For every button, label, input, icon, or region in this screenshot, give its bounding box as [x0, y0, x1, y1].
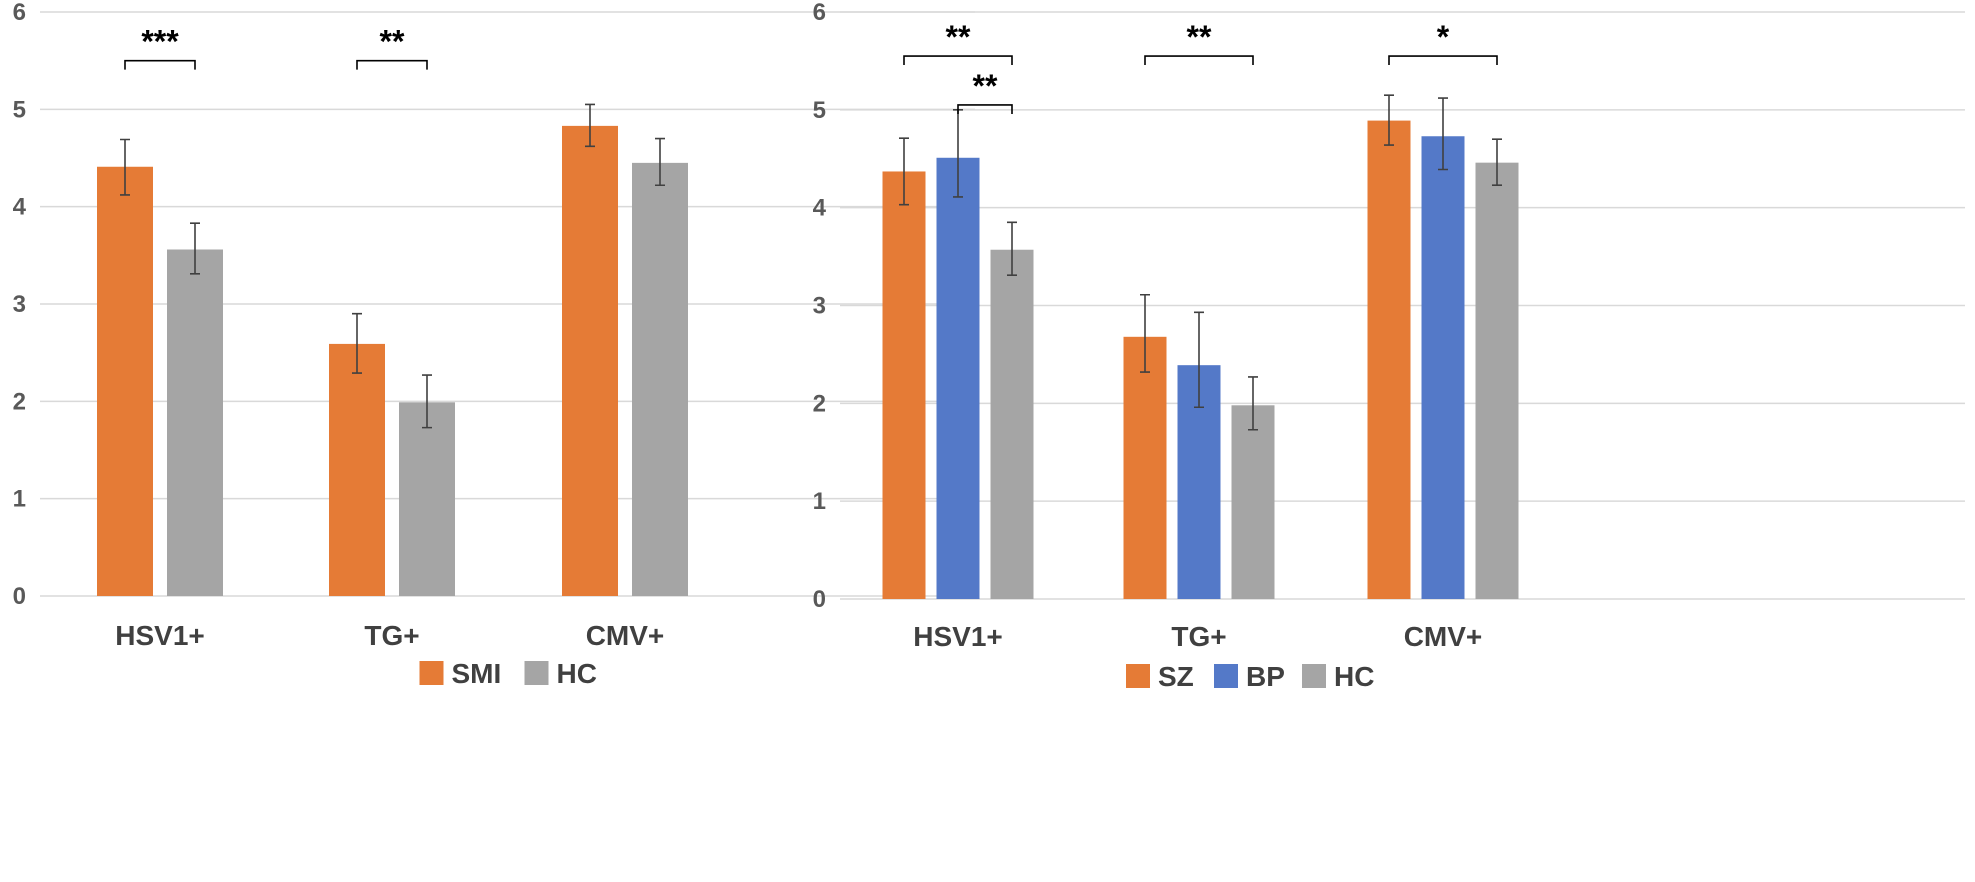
bar-bp-cmv — [1421, 136, 1465, 599]
significance-label: *** — [141, 24, 179, 60]
bar-smi-tg — [329, 343, 385, 596]
bar-hc-hsv1 — [167, 249, 223, 596]
bar-smi-hsv1 — [97, 166, 153, 596]
legend-swatch-bp — [1214, 664, 1238, 688]
y-tick-label: 0 — [813, 586, 826, 613]
error-bar — [585, 103, 595, 148]
x-category-label: CMV+ — [1404, 621, 1483, 652]
significance-label: ** — [380, 24, 405, 60]
x-category-label: TG+ — [1171, 621, 1226, 652]
y-tick-label: 5 — [813, 97, 826, 124]
legend-label-hc: HC — [1334, 661, 1374, 692]
x-category-label: HSV1+ — [913, 621, 1003, 652]
legend-label-sz: SZ — [1158, 661, 1194, 692]
error-bar — [1492, 138, 1502, 186]
error-bar — [1007, 221, 1017, 276]
bar-sz-cmv — [1367, 120, 1411, 599]
error-bar — [1384, 94, 1394, 146]
significance-label: * — [1437, 19, 1450, 55]
significance-bracket — [124, 59, 196, 70]
significance-label: ** — [946, 19, 971, 55]
significance-bracket — [957, 104, 1013, 114]
y-tick-label: 1 — [813, 488, 826, 515]
error-bar — [655, 137, 665, 187]
bar-hc-tg — [399, 402, 455, 596]
error-bar — [1248, 376, 1258, 431]
error-bar — [1438, 97, 1448, 171]
legend-swatch-hc — [524, 661, 549, 685]
y-tick-label: 2 — [813, 390, 826, 417]
legend: SZ BP HC — [1126, 661, 1374, 692]
x-category-label: TG+ — [364, 620, 419, 651]
legend-label-hc: HC — [557, 658, 597, 689]
x-category-label: CMV+ — [586, 620, 665, 651]
legend-swatch-smi — [419, 661, 444, 685]
y-tick-label: 1 — [13, 486, 26, 513]
bar-hc-tg — [1231, 405, 1275, 599]
legend: SMI HC — [419, 658, 597, 689]
y-tick-label: 6 — [13, 0, 26, 26]
bar-hc-cmv — [1475, 162, 1519, 599]
legend-swatch-hc — [1302, 664, 1326, 688]
x-category-label: HSV1+ — [115, 620, 205, 651]
bar-sz-tg — [1123, 336, 1167, 599]
error-bar — [352, 312, 362, 374]
bar-hc-cmv — [632, 162, 688, 596]
error-bar — [1140, 293, 1150, 373]
bar-bp-hsv1 — [936, 157, 980, 599]
error-bar — [899, 137, 909, 206]
significance-bracket — [1388, 55, 1498, 66]
error-bar — [422, 374, 432, 429]
significance-label: ** — [973, 68, 998, 104]
significance-bracket — [356, 59, 428, 70]
y-tick-label: 2 — [13, 388, 26, 415]
legend-label-bp: BP — [1246, 661, 1285, 692]
y-tick-label: 3 — [13, 291, 26, 318]
y-tick-label: 0 — [13, 583, 26, 610]
legend-swatch-sz — [1126, 664, 1150, 688]
y-tick-label: 5 — [13, 96, 26, 123]
legend-label-smi: SMI — [452, 658, 502, 689]
y-tick-label: 4 — [813, 195, 827, 222]
y-tick-label: 4 — [13, 194, 27, 221]
error-bar — [1194, 311, 1204, 409]
significance-bracket — [903, 55, 1013, 66]
significance-bracket — [1144, 55, 1254, 66]
error-bar — [190, 222, 200, 275]
significance-label: ** — [1187, 19, 1212, 55]
bar-sz-hsv1 — [882, 171, 926, 600]
bar-smi-cmv — [562, 125, 618, 596]
y-tick-label: 3 — [813, 293, 826, 320]
bar-hc-hsv1 — [990, 249, 1034, 600]
y-tick-label: 6 — [813, 0, 826, 26]
error-bar — [120, 138, 130, 196]
